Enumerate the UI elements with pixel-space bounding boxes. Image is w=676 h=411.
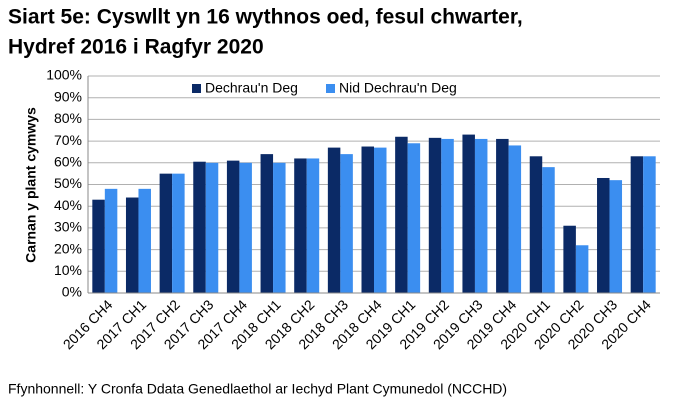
- bar: [428, 137, 442, 293]
- y-tick-label: 0%: [62, 284, 82, 300]
- y-axis-label: Carnan y plant cymwys: [23, 107, 39, 263]
- bar: [575, 245, 589, 293]
- bar: [542, 167, 555, 293]
- bar: [597, 177, 610, 293]
- legend-swatch: [326, 84, 335, 93]
- y-tick-label: 80%: [54, 110, 82, 126]
- bar: [104, 188, 118, 293]
- bar: [496, 138, 509, 293]
- y-tick-label: 90%: [54, 88, 82, 104]
- bar: [273, 162, 286, 293]
- bar: [474, 138, 488, 293]
- y-tick-label: 10%: [54, 262, 82, 278]
- bar: [441, 138, 454, 293]
- bar: [306, 158, 320, 293]
- y-tick-label: 50%: [54, 175, 82, 191]
- bar: [529, 156, 543, 293]
- bar: [462, 134, 475, 293]
- bar: [239, 162, 252, 293]
- bar: [340, 154, 353, 293]
- bar: [193, 161, 206, 293]
- y-tick-label: 30%: [54, 219, 82, 235]
- y-tick-label: 60%: [54, 154, 82, 170]
- bar: [205, 162, 219, 293]
- bar: [609, 180, 623, 293]
- bar: [630, 156, 644, 293]
- bar: [643, 156, 656, 293]
- legend-swatch: [192, 84, 201, 93]
- y-tick-label: 100%: [46, 67, 82, 83]
- bar: [92, 199, 105, 293]
- bar: [395, 136, 408, 293]
- bar: [138, 188, 151, 293]
- y-tick-label: 20%: [54, 240, 82, 256]
- bar: [361, 146, 374, 293]
- y-tick-label: 40%: [54, 197, 82, 213]
- legend-label: Nid Dechrau'n Deg: [339, 80, 457, 96]
- legend-label: Dechrau'n Deg: [205, 80, 298, 96]
- y-tick-label: 70%: [54, 132, 82, 148]
- bar: [407, 143, 421, 293]
- bar: [327, 147, 341, 293]
- bar: [374, 147, 387, 293]
- bar: [172, 173, 185, 293]
- bar: [226, 160, 240, 293]
- bar: [260, 154, 274, 293]
- bar: [563, 225, 576, 293]
- source-note: Ffynhonnell: Y Cronfa Ddata Genedlaethol…: [8, 381, 507, 397]
- chart-title: Hydref 2016 i Ragfyr 2020: [8, 36, 264, 59]
- bar: [125, 197, 139, 293]
- bar: [294, 158, 307, 293]
- chart-title: Siart 5e: Cyswllt yn 16 wythnos oed, fes…: [8, 6, 523, 29]
- bar: [159, 173, 173, 293]
- bar: [508, 145, 522, 293]
